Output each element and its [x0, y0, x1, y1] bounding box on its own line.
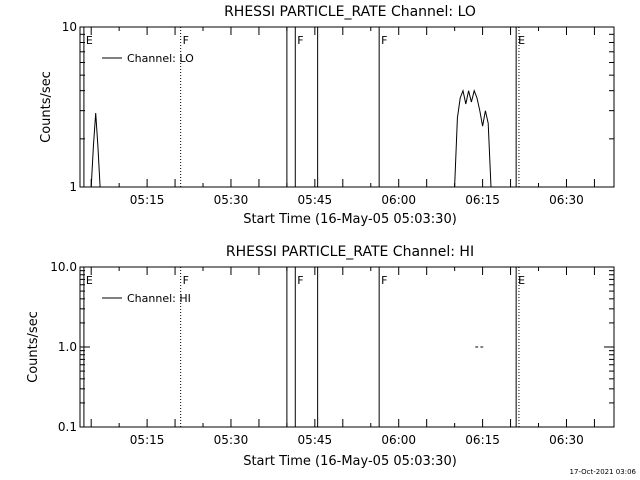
footer-timestamp: 17-Oct-2021 03:06 — [570, 468, 637, 476]
x-tick-label: 05:45 — [298, 433, 333, 447]
event-label: F — [183, 274, 189, 287]
series-line — [90, 112, 101, 188]
legend-label: Channel: LO — [127, 52, 194, 65]
event-label: E — [86, 274, 93, 287]
y-tick-label: 0.1 — [58, 420, 77, 434]
event-label: F — [297, 34, 303, 47]
event-label: E — [86, 34, 93, 47]
event-label: F — [183, 34, 189, 47]
x-tick-label: 06:00 — [381, 193, 416, 207]
x-tick-label: 06:30 — [549, 193, 584, 207]
x-axis-label: Start Time (16-May-05 05:03:30) — [243, 454, 457, 469]
plot-frame — [79, 266, 615, 428]
y-tick-label: 10 — [62, 20, 77, 34]
event-label: F — [297, 274, 303, 287]
event-label: F — [381, 34, 387, 47]
y-tick-label: 1 — [69, 180, 77, 194]
x-tick-label: 05:15 — [130, 433, 165, 447]
x-tick-label: 05:30 — [214, 433, 249, 447]
legend-label: Channel: HI — [127, 292, 191, 305]
panel-hi: RHESSI PARTICLE_RATE Channel: HI Start T… — [26, 244, 615, 469]
panel-lo: RHESSI PARTICLE_RATE Channel: LO Start T… — [39, 4, 615, 227]
axis-ticks: 05:15 05:30 05:45 06:00 06:15 06:30 1 10 — [62, 20, 614, 207]
x-tick-label: 05:15 — [130, 193, 165, 207]
x-tick-label: 06:15 — [465, 193, 500, 207]
chart-title: RHESSI PARTICLE_RATE Channel: HI — [226, 244, 474, 260]
y-tick-label: 1.0 — [58, 340, 77, 354]
plot-frame — [79, 26, 615, 188]
event-label: E — [518, 274, 525, 287]
x-tick-label: 06:30 — [549, 433, 584, 447]
series-line — [454, 88, 492, 188]
axis-ticks: 05:15 05:30 05:45 06:00 06:15 06:30 0.1 1.0 10.0 — [50, 260, 614, 447]
event-label: E — [518, 34, 525, 47]
y-tick-label: 10.0 — [50, 260, 77, 274]
data-series — [90, 88, 492, 188]
y-axis-label: Counts/sec — [39, 71, 54, 143]
x-tick-label: 06:15 — [465, 433, 500, 447]
event-label: F — [381, 274, 387, 287]
x-tick-label: 05:45 — [298, 193, 333, 207]
y-axis-label: Counts/sec — [26, 311, 41, 383]
x-tick-label: 06:00 — [381, 433, 416, 447]
x-tick-label: 05:30 — [214, 193, 249, 207]
x-axis-label: Start Time (16-May-05 05:03:30) — [243, 212, 457, 227]
chart-title: RHESSI PARTICLE_RATE Channel: LO — [224, 4, 476, 20]
